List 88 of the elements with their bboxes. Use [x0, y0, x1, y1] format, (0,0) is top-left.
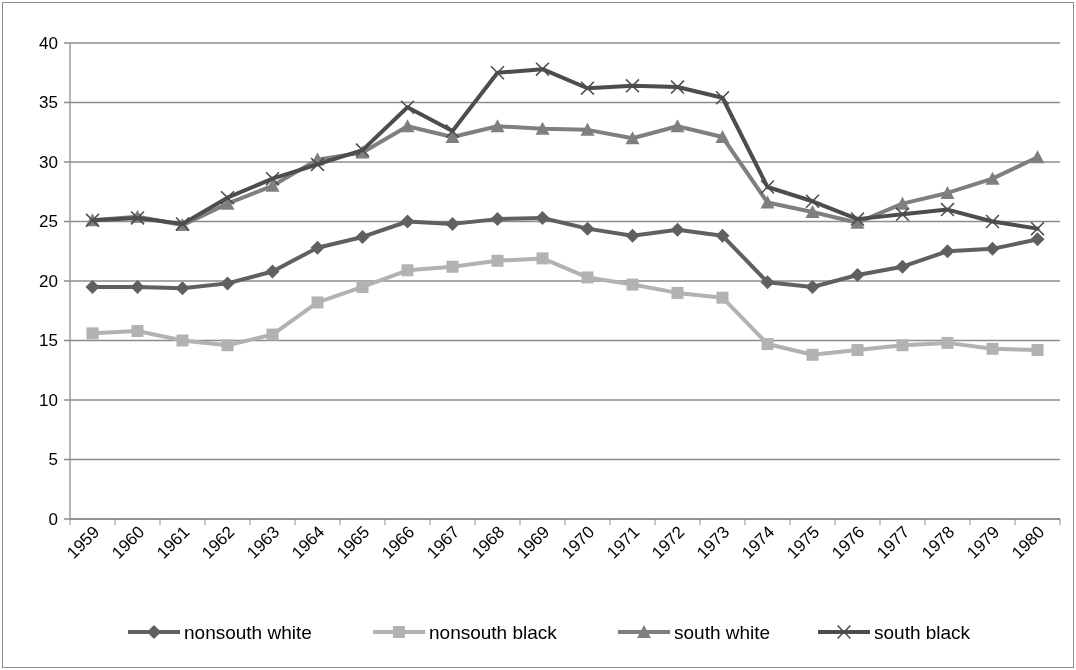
y-tick-label: 40	[39, 33, 58, 53]
point	[715, 90, 730, 105]
point	[490, 212, 505, 227]
point	[895, 207, 910, 222]
point	[895, 259, 910, 274]
point	[625, 131, 640, 145]
legend-label: nonsouth black	[429, 621, 558, 643]
legend-label: south black	[874, 621, 971, 643]
point	[446, 260, 459, 273]
point	[895, 196, 910, 210]
point	[626, 278, 639, 291]
point	[670, 119, 685, 133]
point	[1030, 221, 1045, 236]
point	[265, 171, 280, 186]
point	[851, 344, 864, 357]
point	[670, 80, 685, 95]
point	[581, 271, 594, 284]
y-tick-label: 5	[48, 450, 58, 470]
point	[400, 100, 415, 115]
point	[490, 119, 505, 133]
point	[805, 279, 820, 294]
point	[940, 185, 955, 199]
point	[265, 264, 280, 279]
y-tick-label: 10	[39, 390, 58, 410]
point	[580, 221, 595, 236]
point	[220, 276, 235, 291]
point	[176, 334, 189, 347]
point	[940, 244, 955, 259]
point	[400, 119, 415, 133]
point	[175, 281, 190, 296]
point	[445, 124, 460, 139]
point	[760, 179, 775, 194]
point	[761, 338, 774, 351]
point	[311, 296, 324, 309]
y-tick-label: 0	[48, 509, 58, 529]
point	[1031, 344, 1044, 357]
point	[715, 130, 730, 144]
legend-label: south white	[674, 621, 771, 643]
point	[445, 216, 460, 231]
point	[896, 339, 909, 352]
point	[310, 157, 325, 172]
point	[220, 190, 235, 205]
point	[670, 222, 685, 237]
point	[985, 171, 1000, 185]
point	[266, 328, 279, 341]
point	[310, 240, 325, 255]
point	[355, 229, 370, 244]
point	[716, 291, 729, 304]
point	[490, 65, 505, 80]
point	[85, 279, 100, 294]
point	[400, 214, 415, 229]
point	[671, 286, 684, 299]
point	[535, 210, 550, 225]
point	[805, 204, 820, 218]
point	[715, 228, 730, 243]
point	[760, 195, 775, 209]
point	[941, 336, 954, 349]
y-tick-label: 35	[39, 93, 58, 113]
point	[536, 252, 549, 265]
point	[580, 122, 595, 136]
point	[1030, 232, 1045, 247]
point	[985, 214, 1000, 229]
y-tick-label: 30	[39, 152, 58, 172]
point	[535, 62, 550, 77]
point	[805, 194, 820, 209]
point	[265, 178, 280, 192]
point	[850, 268, 865, 283]
point	[985, 241, 1000, 256]
point	[806, 348, 819, 361]
point	[986, 342, 999, 355]
point	[1030, 150, 1045, 164]
y-tick-label: 15	[39, 331, 58, 351]
point	[491, 254, 504, 267]
y-tick-label: 20	[39, 271, 58, 291]
point	[625, 228, 640, 243]
point	[356, 280, 369, 293]
point	[401, 264, 414, 277]
y-tick-label: 25	[39, 212, 58, 232]
point	[130, 279, 145, 294]
point	[131, 324, 144, 337]
legend-label: nonsouth white	[184, 621, 312, 643]
point	[940, 202, 955, 217]
point	[580, 81, 595, 96]
point	[86, 327, 99, 340]
point	[535, 121, 550, 135]
point	[221, 339, 234, 352]
point	[760, 275, 775, 290]
point	[625, 78, 640, 93]
